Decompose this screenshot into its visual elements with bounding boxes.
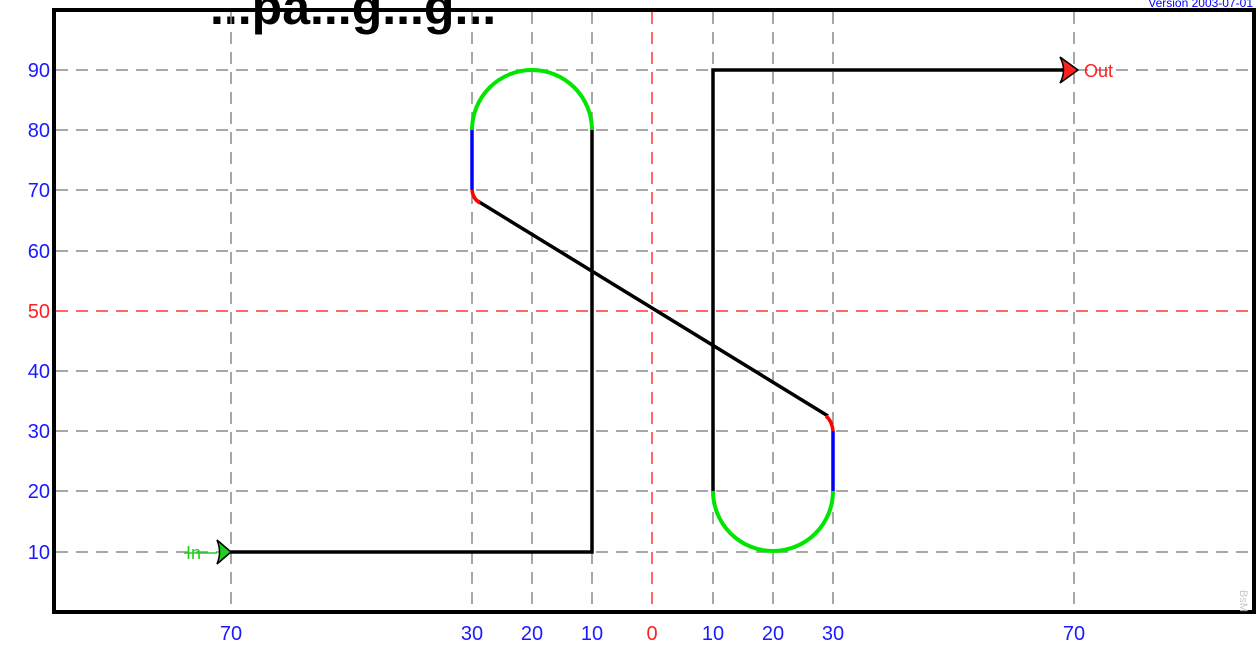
y-tick-label: 30 [28, 421, 50, 443]
y-tick-label: 10 [28, 542, 50, 564]
diagram-title: ...pa...g...g... [210, 0, 497, 35]
out-marker: Out [1059, 56, 1113, 84]
y-axis-labels: 90 80 70 60 50 40 30 20 10 [28, 60, 50, 564]
watermark: BsM [1237, 590, 1249, 612]
out-label: Out [1084, 61, 1113, 81]
x-axis-labels: 70 30 20 10 0 10 20 30 70 [220, 623, 1085, 645]
path-entry-segment [226, 130, 594, 554]
version-label: Version 2003-07-01 [1148, 0, 1253, 10]
out-arrow-icon [1059, 56, 1080, 84]
x-tick-label: 30 [822, 623, 844, 645]
x-tick-label: 70 [1063, 623, 1085, 645]
y-tick-label: 40 [28, 361, 50, 383]
upper-arc [470, 68, 594, 131]
y-tick-label: 50 [28, 301, 50, 323]
x-tick-label: 10 [581, 623, 603, 645]
y-tick-label: 90 [28, 60, 50, 82]
path-diagonal-segment [475, 198, 829, 418]
x-tick-label: 70 [220, 623, 242, 645]
plot-frame [52, 8, 1256, 614]
lower-arc [711, 490, 835, 553]
x-tick-label: 20 [762, 623, 784, 645]
x-tick-label: 10 [702, 623, 724, 645]
x-tick-label: 0 [646, 623, 657, 645]
in-arrow-icon [216, 539, 233, 565]
lower-transition-curve [824, 414, 835, 432]
x-tick-label: 20 [521, 623, 543, 645]
upper-transition-curve [470, 189, 481, 205]
y-tick-label: 20 [28, 481, 50, 503]
y-tick-label: 80 [28, 120, 50, 142]
road-path [226, 68, 1066, 554]
y-tick-label: 70 [28, 180, 50, 202]
x-tick-label: 30 [461, 623, 483, 645]
in-marker: In [184, 539, 233, 565]
y-tick-label: 60 [28, 241, 50, 263]
path-exit-segment [711, 68, 1066, 491]
